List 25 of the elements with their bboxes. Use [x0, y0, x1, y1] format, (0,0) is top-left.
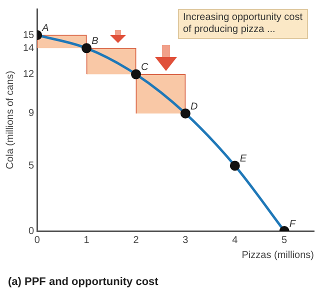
point	[230, 160, 240, 171]
y-tick-label: 5	[28, 160, 35, 172]
x-tick-label: 2	[133, 234, 140, 246]
x-tick-label: 4	[232, 234, 238, 246]
annotation: A	[41, 22, 50, 34]
annotation: F	[289, 218, 296, 230]
text: (a) PPF and opportunity cost	[8, 276, 158, 288]
point	[82, 43, 92, 54]
annotation: Increasing opportunity cost of producing pizza ...	[178, 9, 308, 39]
x-axis-title: Pizzas (millions)	[242, 250, 314, 261]
y-tick-label: 9	[28, 108, 35, 120]
annotation: B	[92, 36, 99, 47]
annotation: C	[141, 62, 150, 74]
annotation: D	[190, 101, 198, 112]
y-axis-title: Cola (millions of cans)	[4, 70, 16, 170]
x-tick-label: 5	[282, 234, 288, 246]
y-tick-label: 12	[23, 69, 35, 80]
y-tick-label: 0	[28, 226, 35, 237]
x-tick-label: 3	[182, 234, 189, 246]
point	[131, 69, 142, 80]
y-tick-label: 14	[23, 42, 35, 54]
point	[180, 108, 190, 118]
x-tick-label: 1	[84, 234, 90, 246]
annotation: E	[240, 153, 247, 164]
y-tick-label: 15	[23, 30, 35, 41]
